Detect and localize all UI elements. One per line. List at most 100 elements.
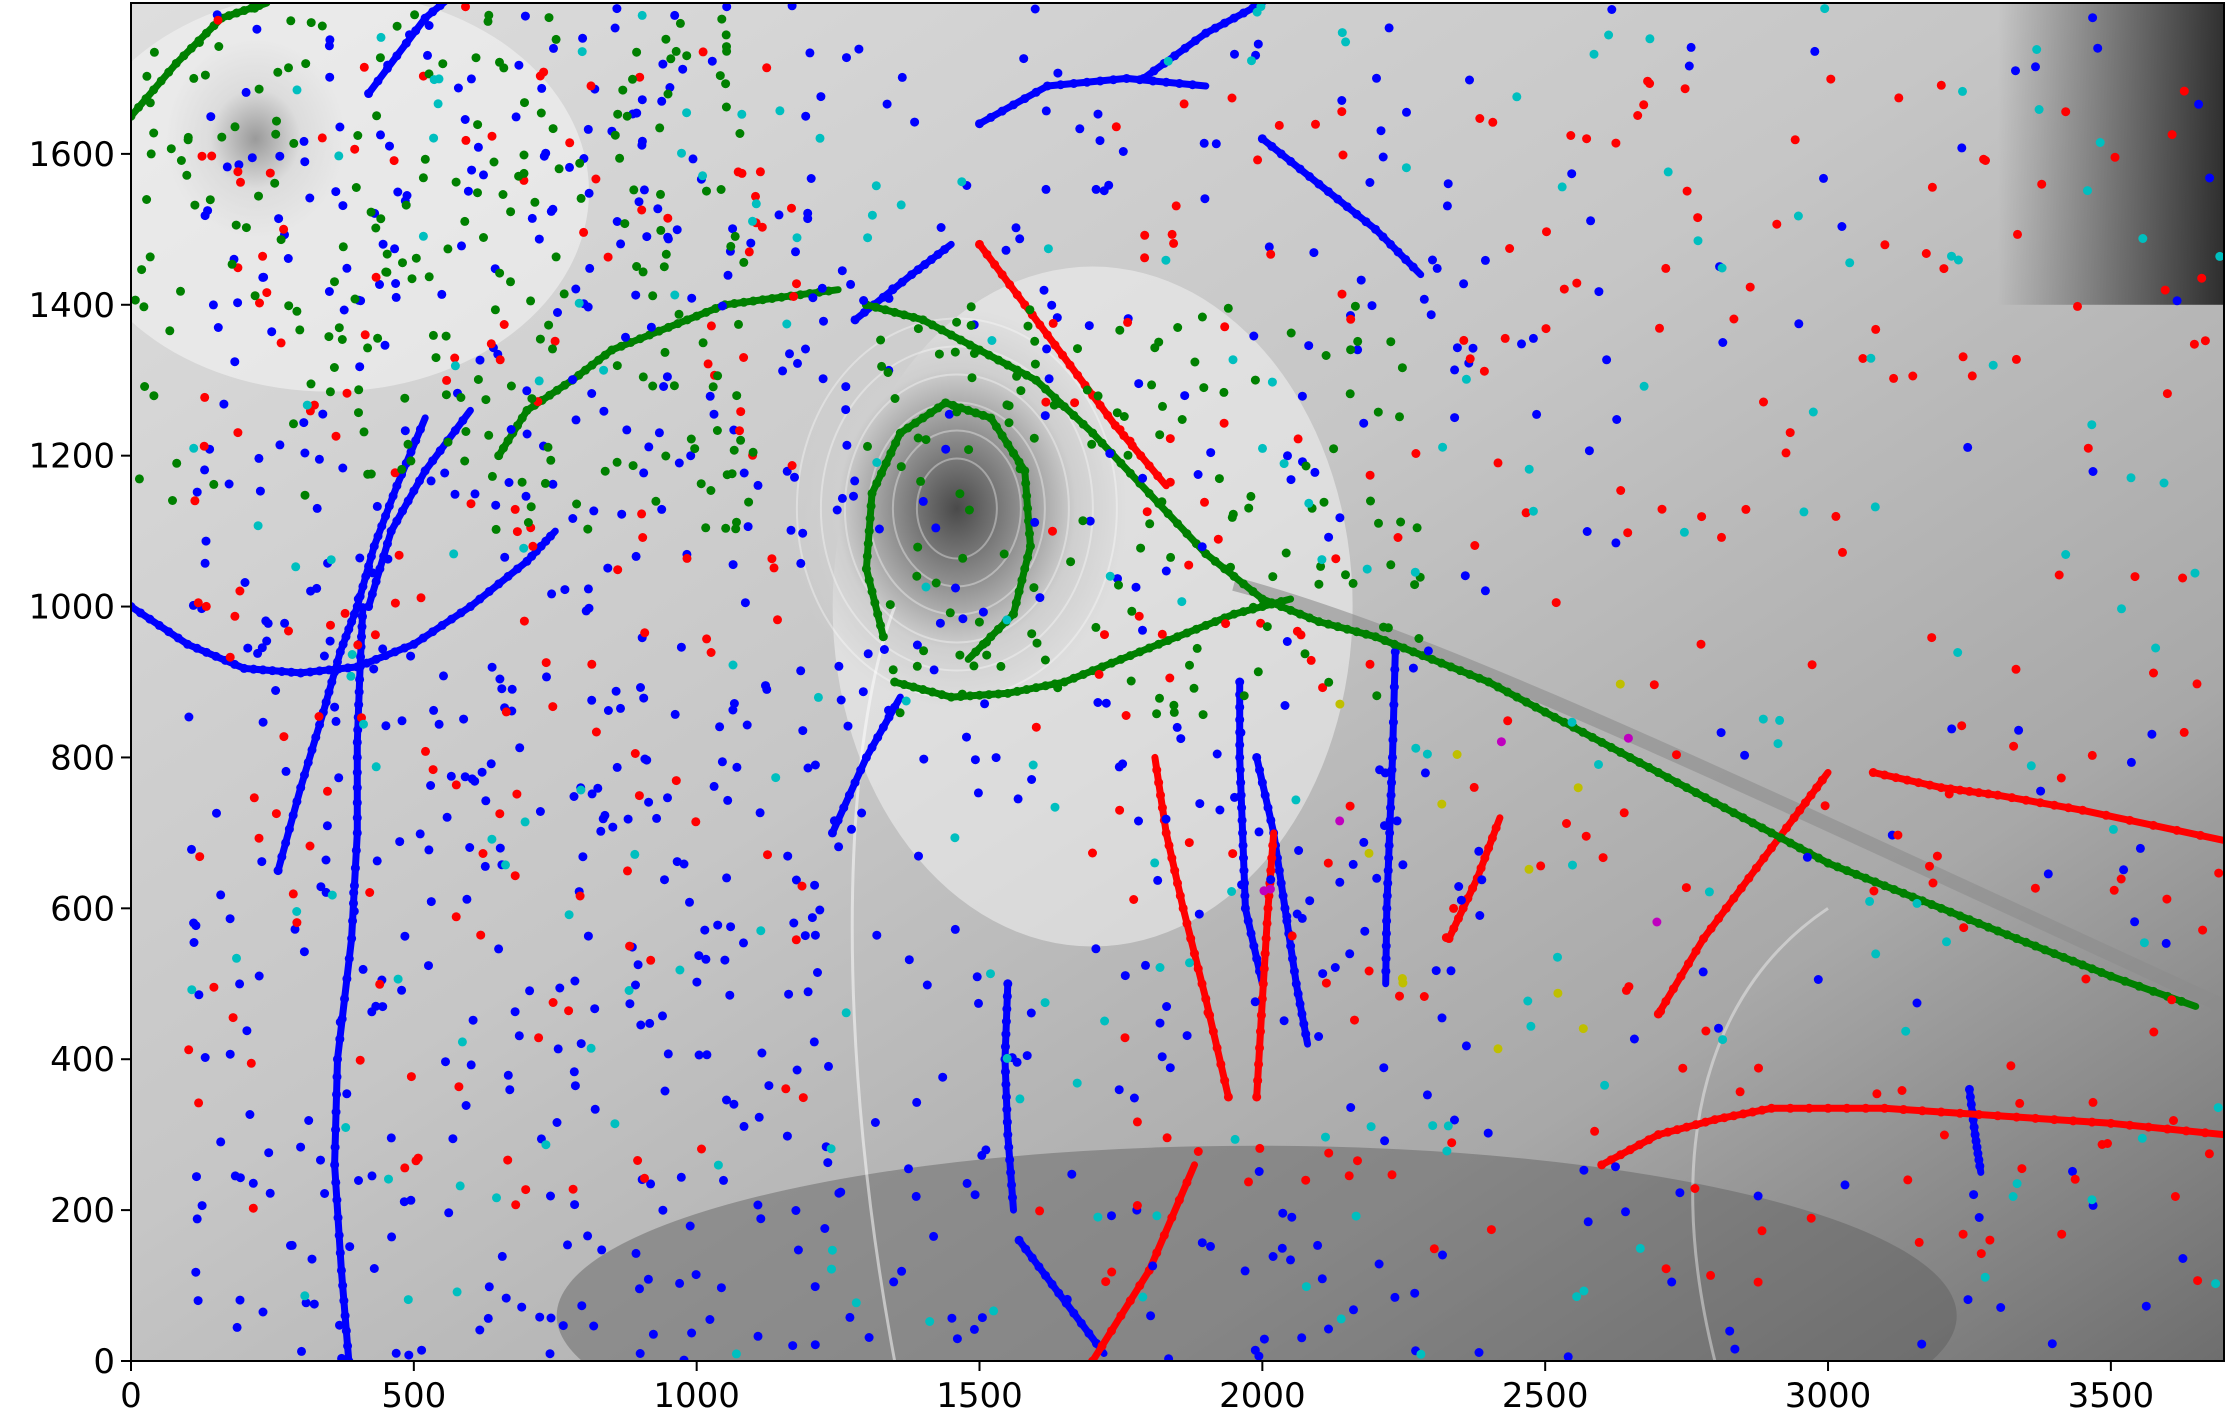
particle-red bbox=[1690, 1184, 1700, 1193]
track-point bbox=[1164, 840, 1174, 850]
particle-green bbox=[1016, 386, 1026, 396]
particle-blue bbox=[1120, 971, 1130, 981]
particle-blue bbox=[742, 720, 752, 730]
particle-green bbox=[1374, 518, 1383, 528]
particle-blue bbox=[555, 983, 565, 993]
particle-blue bbox=[446, 771, 456, 781]
particle-cyan bbox=[815, 133, 825, 143]
particle-blue bbox=[299, 418, 309, 428]
track-point bbox=[903, 423, 913, 433]
particle-blue bbox=[233, 298, 243, 308]
particle-blue bbox=[610, 23, 620, 33]
particle-cyan bbox=[1105, 571, 1115, 581]
particle-blue bbox=[1254, 1167, 1264, 1176]
particle-blue bbox=[383, 554, 393, 564]
track-point bbox=[1182, 628, 1192, 638]
particle-cyan bbox=[487, 834, 497, 844]
track-point bbox=[1468, 883, 1478, 893]
particle-red bbox=[1820, 801, 1830, 811]
track-point bbox=[878, 722, 888, 732]
particle-blue bbox=[688, 154, 698, 164]
particle-cyan bbox=[2215, 251, 2224, 261]
track-point bbox=[926, 255, 936, 265]
track-point bbox=[909, 312, 919, 322]
track-point bbox=[1186, 934, 1196, 944]
particle-blue bbox=[514, 1031, 524, 1041]
particle-green bbox=[952, 407, 962, 417]
particle-green bbox=[1169, 700, 1179, 710]
particle-blue bbox=[717, 301, 727, 311]
particle-blue bbox=[453, 83, 463, 93]
particle-blue bbox=[385, 141, 394, 151]
particle-green bbox=[182, 170, 192, 180]
particle-green bbox=[1223, 303, 1233, 313]
particle-blue bbox=[460, 772, 470, 782]
particle-blue bbox=[400, 931, 410, 941]
track-point bbox=[1559, 717, 1569, 727]
particle-blue bbox=[1041, 106, 1051, 116]
particle-green bbox=[406, 456, 416, 466]
particle-red bbox=[1753, 1277, 1763, 1287]
particle-green bbox=[473, 120, 483, 130]
particle-blue bbox=[941, 444, 951, 454]
particle-blue bbox=[517, 1302, 527, 1312]
particle-green bbox=[149, 391, 159, 401]
particle-red bbox=[548, 702, 558, 712]
track-point bbox=[1001, 1017, 1011, 1026]
track-point bbox=[1069, 410, 1079, 420]
particle-blue bbox=[874, 524, 884, 534]
track-point bbox=[1540, 707, 1550, 717]
track-point bbox=[1017, 575, 1027, 585]
particle-red bbox=[510, 504, 520, 514]
particle-cyan bbox=[863, 233, 873, 243]
particle-red bbox=[2056, 773, 2066, 783]
particle-green bbox=[1155, 693, 1164, 703]
particle-blue bbox=[1420, 768, 1430, 778]
particle-blue bbox=[686, 451, 696, 461]
track-point bbox=[2002, 930, 2012, 940]
particle-red bbox=[1806, 1213, 1816, 1223]
particle-cyan bbox=[564, 910, 574, 920]
particle-green bbox=[1015, 464, 1025, 474]
particle-green bbox=[1029, 433, 1039, 443]
particle-red bbox=[1611, 138, 1621, 148]
particle-blue bbox=[390, 244, 400, 254]
particle-green bbox=[955, 489, 965, 499]
particle-blue bbox=[1594, 287, 1604, 297]
particle-green bbox=[1262, 622, 1272, 632]
track-point bbox=[933, 403, 943, 413]
particle-red bbox=[451, 780, 461, 790]
track-point bbox=[1263, 903, 1273, 913]
particle-blue bbox=[1423, 646, 1433, 656]
particle-red bbox=[1100, 630, 1109, 640]
particle-red bbox=[1785, 428, 1795, 438]
track-point bbox=[890, 307, 900, 317]
particle-blue bbox=[475, 355, 485, 365]
particle-green bbox=[1379, 622, 1388, 632]
particle-cyan bbox=[2139, 938, 2149, 948]
particle-red bbox=[1619, 808, 1629, 818]
particle-blue bbox=[1837, 222, 1847, 231]
track-point bbox=[1653, 768, 1663, 778]
track-point bbox=[1487, 833, 1497, 843]
particle-red bbox=[265, 168, 275, 178]
particle-blue bbox=[807, 913, 817, 923]
particle-blue bbox=[1138, 473, 1148, 483]
particle-cyan bbox=[1152, 1211, 1162, 1221]
particle-green bbox=[295, 325, 305, 335]
particle-blue bbox=[1067, 1169, 1077, 1179]
particle-blue bbox=[791, 1206, 801, 1215]
particle-green bbox=[659, 262, 669, 272]
particle-green bbox=[420, 154, 430, 164]
particle-blue bbox=[1266, 875, 1276, 885]
particle-blue bbox=[1022, 1051, 1032, 1061]
particle-blue bbox=[685, 897, 694, 907]
particle-cyan bbox=[1773, 739, 1783, 749]
particle-blue bbox=[387, 1232, 397, 1242]
particle-blue bbox=[225, 914, 235, 924]
particle-red bbox=[1266, 249, 1276, 259]
particle-blue bbox=[608, 822, 618, 832]
particle-blue bbox=[265, 1188, 275, 1198]
particle-blue bbox=[793, 1245, 803, 1255]
particle-red bbox=[2061, 107, 2071, 117]
